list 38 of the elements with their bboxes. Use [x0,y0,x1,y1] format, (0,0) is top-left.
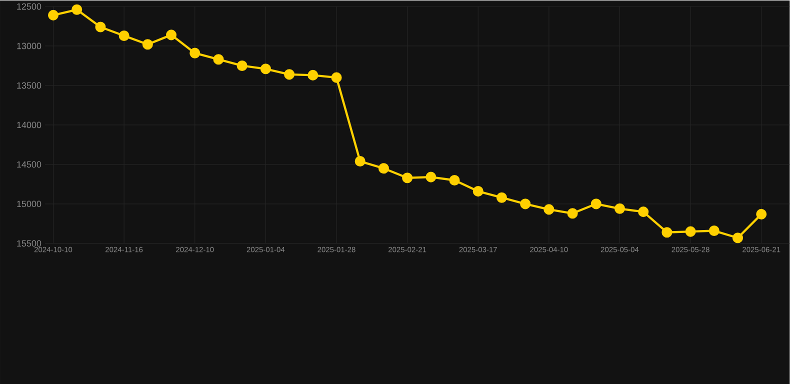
point [260,63,271,74]
point [354,156,366,166]
point [590,198,602,210]
point [756,208,767,220]
point [496,192,508,203]
point [213,54,224,65]
point [544,204,554,215]
point [95,22,106,32]
point [732,232,744,243]
y-tick-label: 14500 [17,161,42,168]
point [190,48,200,58]
y-tick-label: 12500 [17,3,42,10]
point [236,60,248,71]
y-tick-label: 15000 [17,200,42,207]
point [426,172,436,182]
point [166,29,177,40]
point [284,68,295,80]
point [72,4,82,15]
y-tick-label: 15500 [17,240,42,246]
y-tick-label: 13500 [17,82,42,88]
point [567,208,578,218]
point [378,162,389,174]
y-tick-label: 14000 [17,122,42,128]
point [142,38,153,50]
point [472,186,484,196]
point [520,198,531,210]
point [118,30,130,41]
point [449,174,460,186]
point [308,70,318,80]
point [48,10,59,20]
point [638,206,649,217]
point [331,72,342,83]
point [402,172,413,183]
point [708,225,720,236]
point [662,226,672,238]
point [685,226,696,237]
y-tick-label: 13000 [17,42,42,49]
point [614,203,626,214]
